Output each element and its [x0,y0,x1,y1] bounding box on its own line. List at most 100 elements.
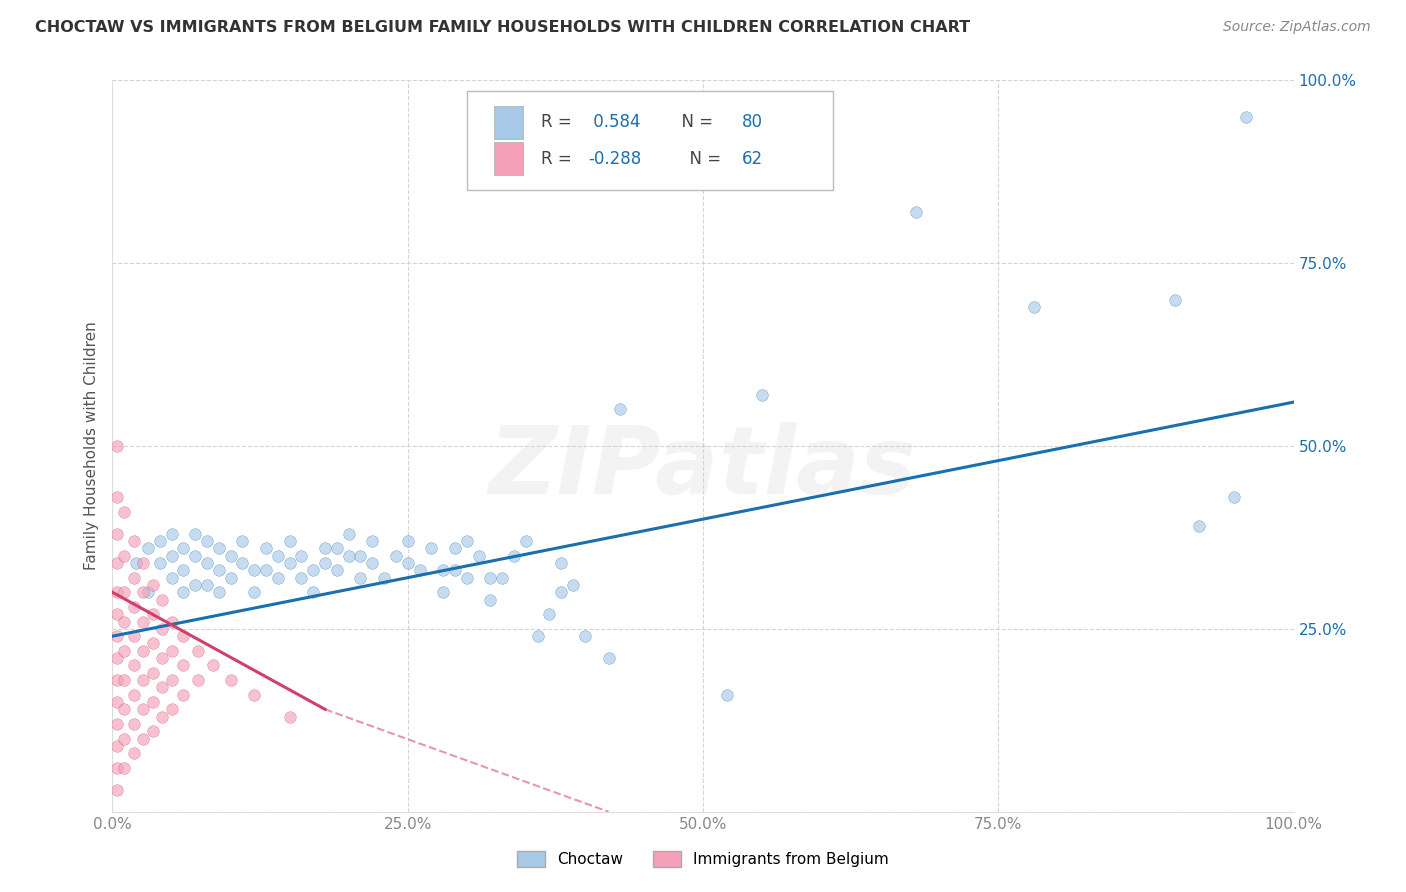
Point [373,571,395,585]
Point [278,556,301,570]
Point [105,782,128,797]
Point [122,629,145,643]
Point [132,644,155,658]
Point [751,388,773,402]
Point [1022,300,1045,314]
Point [105,526,128,541]
Point [515,534,537,549]
Point [142,578,165,592]
Point [208,563,231,577]
Point [538,607,561,622]
Point [150,709,173,723]
Point [1223,490,1246,504]
Point [105,490,128,504]
FancyBboxPatch shape [467,91,832,190]
Text: R =: R = [541,150,578,168]
Point [432,563,454,577]
Point [142,695,165,709]
Point [112,702,135,716]
Point [550,585,572,599]
Point [385,549,408,563]
Point [219,571,242,585]
Point [150,651,173,665]
Point [112,731,135,746]
Point [186,644,208,658]
Point [172,658,194,673]
Point [160,526,183,541]
Point [456,534,478,549]
Point [243,688,266,702]
Point [150,681,173,695]
Point [1188,519,1211,533]
Point [184,578,207,592]
Point [201,658,224,673]
Point [267,571,290,585]
Point [467,549,489,563]
Point [503,549,526,563]
Point [231,534,253,549]
Point [904,205,927,219]
Point [361,556,384,570]
Point [609,402,631,417]
Point [172,688,194,702]
Legend: Choctaw, Immigrants from Belgium: Choctaw, Immigrants from Belgium [510,846,896,873]
Point [267,549,290,563]
Point [160,702,183,716]
Point [132,556,155,570]
Point [396,534,419,549]
Point [278,709,301,723]
Text: CHOCTAW VS IMMIGRANTS FROM BELGIUM FAMILY HOUSEHOLDS WITH CHILDREN CORRELATION C: CHOCTAW VS IMMIGRANTS FROM BELGIUM FAMIL… [35,20,970,35]
Text: Source: ZipAtlas.com: Source: ZipAtlas.com [1223,20,1371,34]
Point [142,636,165,650]
Point [479,592,502,607]
Point [122,658,145,673]
Point [122,717,145,731]
Point [160,673,183,687]
Point [254,563,277,577]
Point [195,534,218,549]
Point [105,629,128,643]
Point [105,695,128,709]
Point [326,541,349,556]
Y-axis label: Family Households with Children: Family Households with Children [84,322,100,570]
Point [231,556,253,570]
Point [132,702,155,716]
Point [337,549,360,563]
Point [112,761,135,775]
Point [314,556,336,570]
Point [420,541,443,556]
Point [219,673,242,687]
Point [172,629,194,643]
Point [105,651,128,665]
Text: ZIPatlas: ZIPatlas [489,422,917,514]
Point [105,673,128,687]
Point [160,571,183,585]
Point [444,563,467,577]
Point [105,556,128,570]
Point [361,534,384,549]
Point [302,563,325,577]
Point [172,541,194,556]
Point [208,585,231,599]
Point [290,571,312,585]
Point [160,644,183,658]
Point [195,556,218,570]
Text: 62: 62 [742,150,763,168]
Point [132,673,155,687]
Point [149,556,172,570]
Point [112,644,135,658]
Point [160,615,183,629]
Point [184,526,207,541]
Point [326,563,349,577]
Point [105,607,128,622]
Point [112,549,135,563]
Text: N =: N = [671,113,718,131]
Text: N =: N = [679,150,727,168]
Point [254,541,277,556]
Point [432,585,454,599]
Point [562,578,585,592]
Point [290,549,312,563]
Point [186,673,208,687]
Point [337,526,360,541]
Point [172,563,194,577]
